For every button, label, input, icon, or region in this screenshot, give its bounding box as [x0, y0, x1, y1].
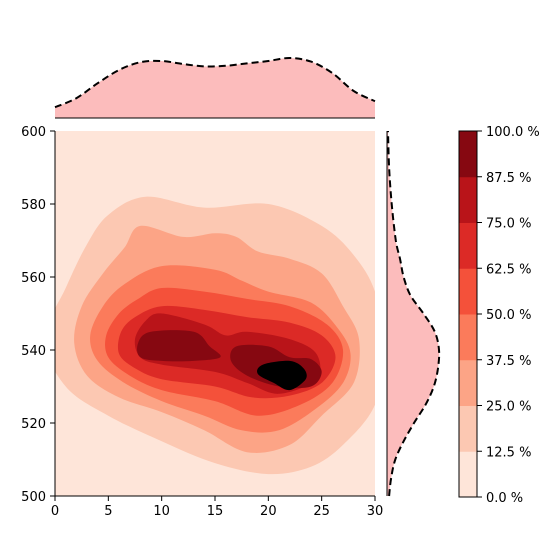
y-marginal-line: [387, 130, 441, 497]
main-plot: 0 5 10 15 20 25 30 500 520 540 560 580 600: [21, 125, 383, 519]
colorbar-tick-label: 12.5 %: [486, 445, 531, 460]
y-tick-label: 500: [21, 490, 46, 505]
colorbar-tick-label: 87.5 %: [486, 171, 531, 186]
colorbar-band-1: [459, 405, 477, 452]
contour-band-7: [137, 330, 221, 362]
x-marginal-line: [54, 56, 376, 109]
y-marginal-fill: [387, 131, 440, 496]
x-tick-label: 10: [153, 504, 170, 519]
contour-band-8: [257, 360, 307, 391]
colorbar-tick-label: 37.5 %: [486, 354, 531, 369]
right-marginal: [386, 130, 441, 497]
colorbar-band-0: [459, 451, 477, 498]
main-x-ticks: 0 5 10 15 20 25 30: [51, 496, 383, 519]
x-tick-label: 0: [51, 504, 59, 519]
colorbar: 0.0 % 12.5 % 25.0 % 37.5 % 50.0 % 62.5 % 75.0 …: [458, 125, 540, 506]
x-tick-label: 5: [104, 504, 112, 519]
colorbar-tick-label: 100.0 %: [486, 125, 540, 140]
main-y-ticks: 500 520 540 560 580 600: [21, 125, 55, 505]
x-tick-label: 25: [313, 504, 330, 519]
x-marginal-fill: [55, 57, 375, 118]
x-tick-label: 20: [260, 504, 277, 519]
colorbar-band-2: [459, 359, 477, 406]
colorbar-tick-label: 50.0 %: [486, 308, 531, 323]
colorbar-band-7: [459, 131, 477, 178]
x-tick-label: 15: [207, 504, 224, 519]
y-tick-label: 600: [21, 125, 46, 140]
colorbar-tick-label: 62.5 %: [486, 262, 531, 277]
y-tick-label: 520: [21, 417, 46, 432]
colorbar-tick-label: 25.0 %: [486, 400, 531, 415]
y-tick-label: 560: [21, 271, 46, 286]
colorbar-tick-label: 0.0 %: [486, 491, 523, 506]
kde-contours: [55, 131, 375, 496]
colorbar-tick-label: 75.0 %: [486, 217, 531, 232]
y-tick-label: 540: [21, 344, 46, 359]
top-marginal: [54, 56, 376, 119]
colorbar-band-5: [459, 222, 477, 269]
colorbar-band-3: [459, 314, 477, 361]
y-tick-label: 580: [21, 198, 46, 213]
colorbar-band-6: [459, 176, 477, 223]
x-tick-label: 30: [367, 504, 384, 519]
colorbar-band-4: [459, 268, 477, 315]
